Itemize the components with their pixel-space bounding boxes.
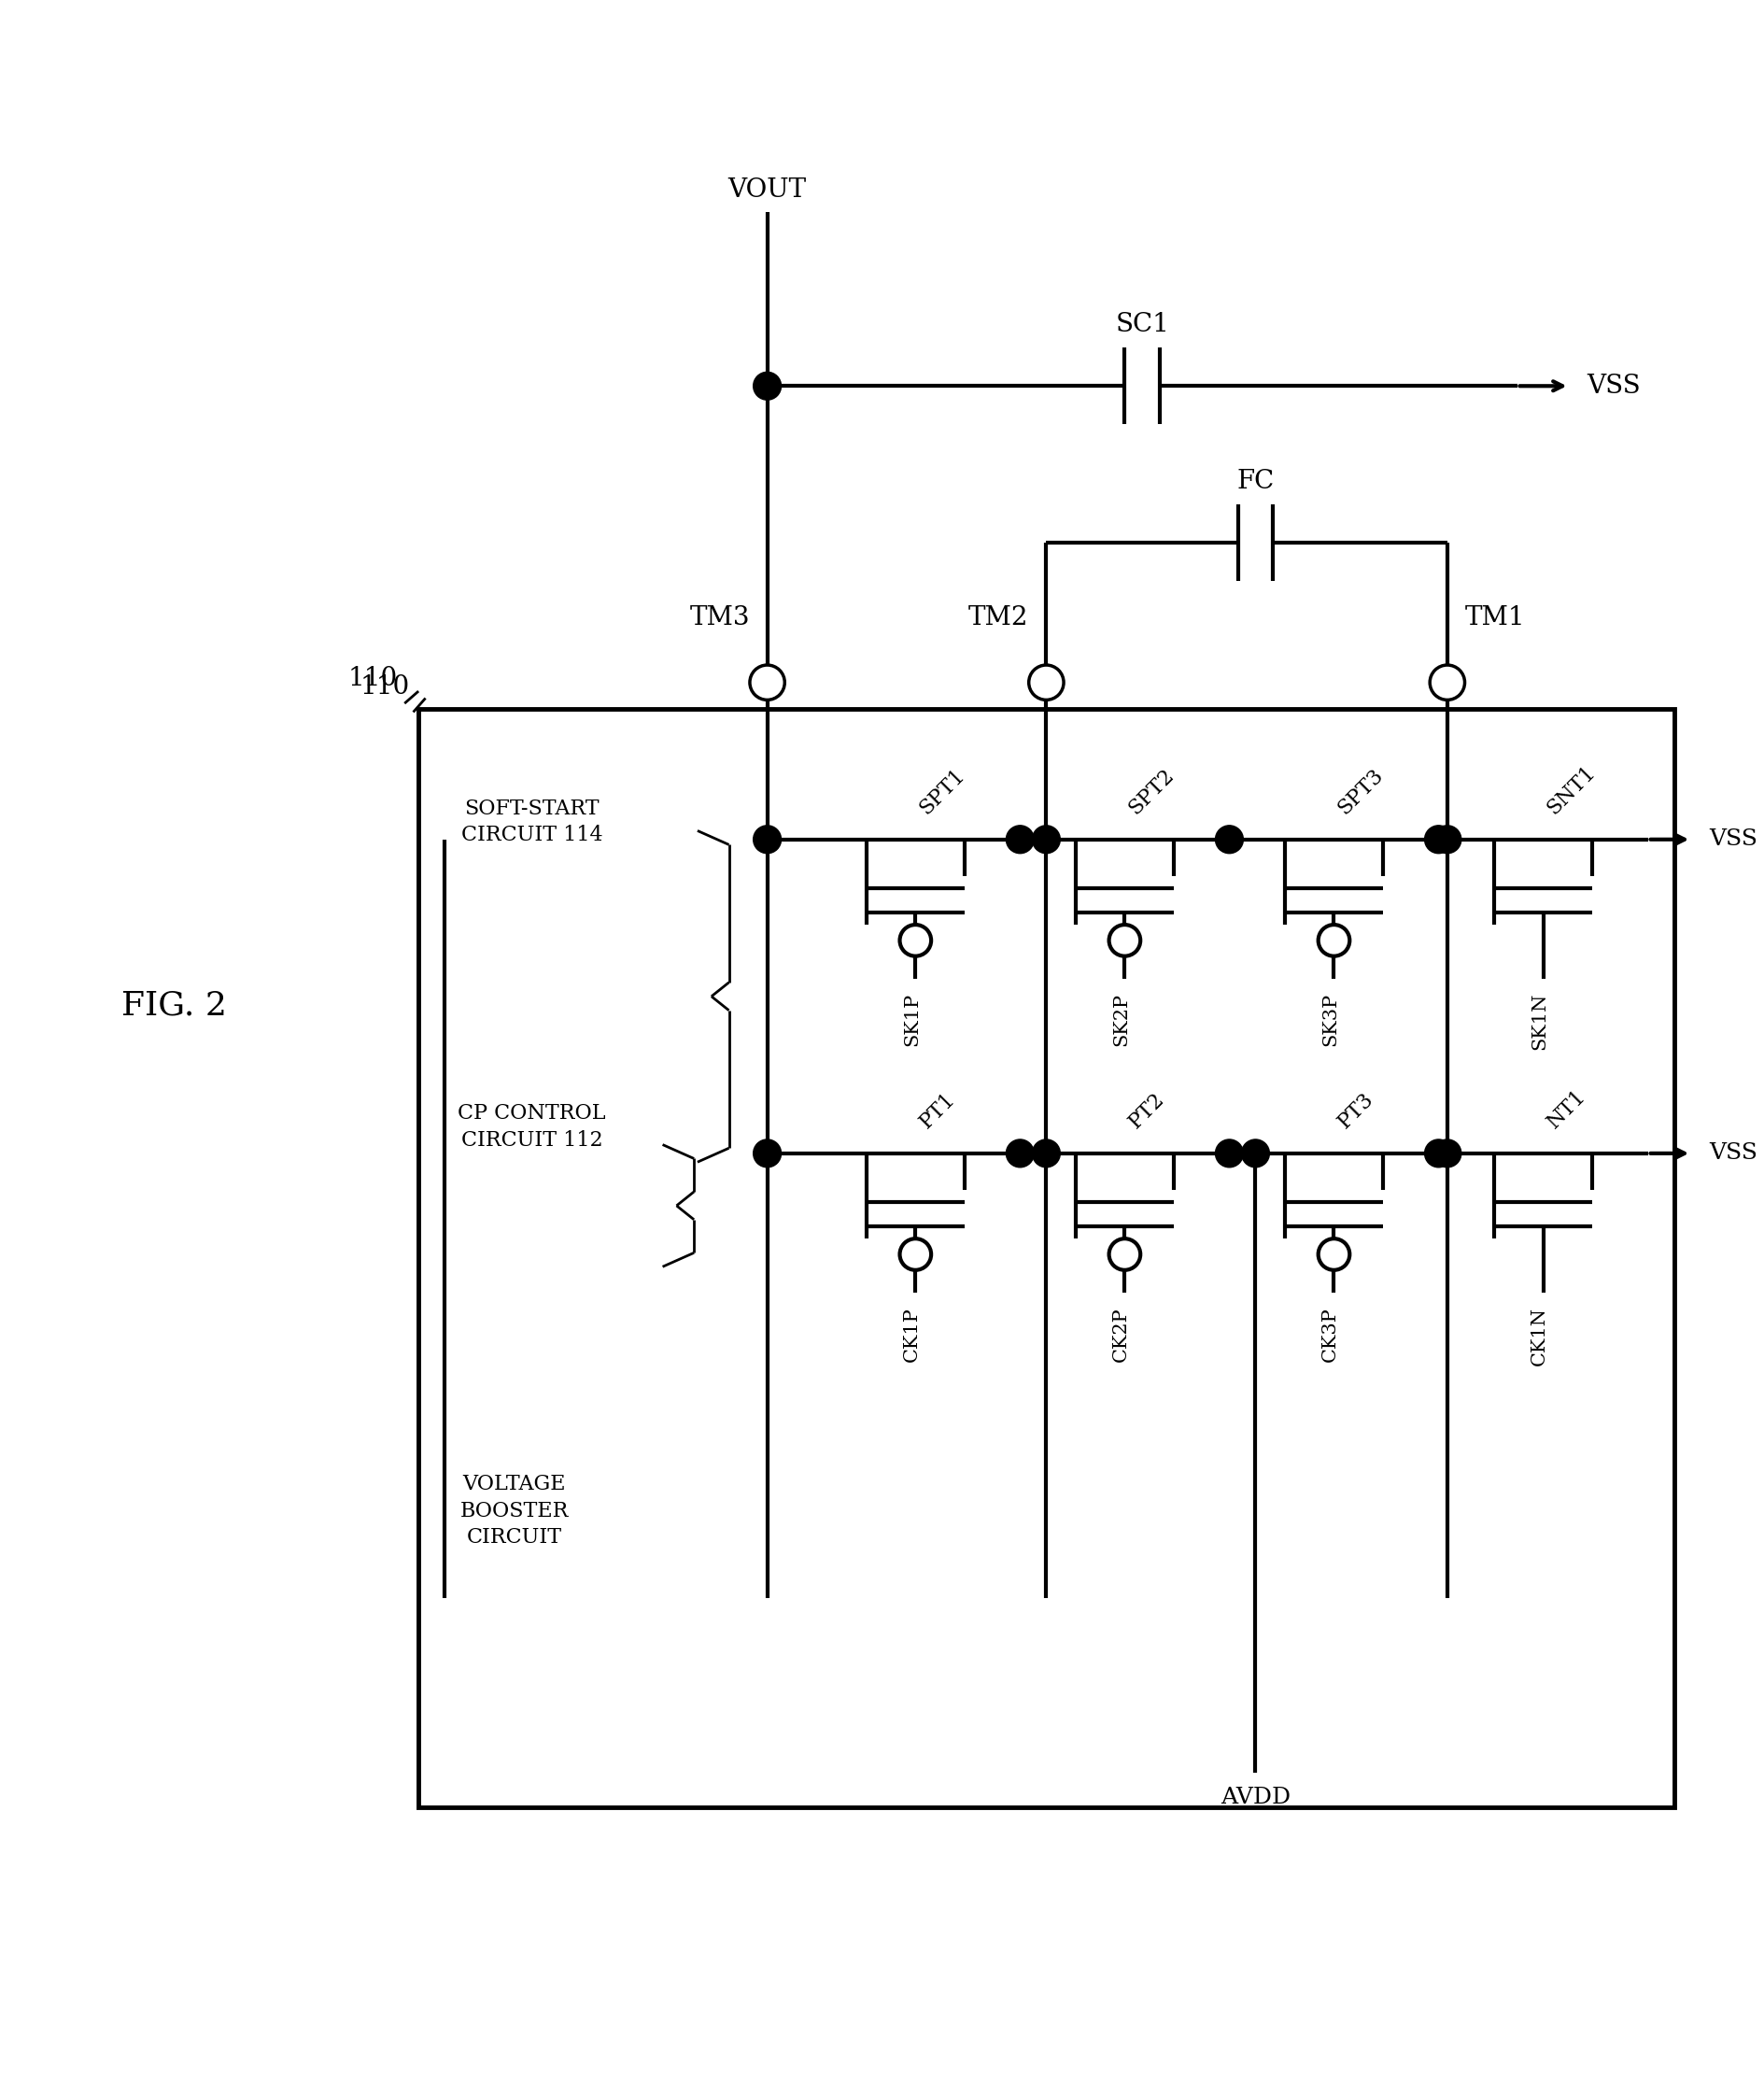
Text: CK2P: CK2P [1111, 1306, 1129, 1362]
Text: VOUT: VOUT [727, 177, 806, 204]
Text: FIG. 2: FIG. 2 [122, 990, 228, 1021]
Circle shape [1318, 1240, 1349, 1271]
Circle shape [750, 666, 785, 699]
Text: VSS: VSS [1708, 828, 1757, 851]
Text: CK3P: CK3P [1321, 1306, 1339, 1362]
Text: NT1: NT1 [1542, 1086, 1589, 1132]
Circle shape [1432, 826, 1461, 853]
Circle shape [900, 926, 931, 957]
Text: SPT3: SPT3 [1334, 765, 1387, 820]
Circle shape [1318, 926, 1349, 957]
Text: SK1P: SK1P [903, 992, 921, 1046]
Circle shape [1005, 1140, 1034, 1167]
Circle shape [753, 1140, 781, 1167]
Circle shape [1432, 1140, 1461, 1167]
Circle shape [900, 1240, 931, 1271]
Circle shape [753, 372, 781, 399]
Text: PT2: PT2 [1124, 1088, 1168, 1132]
Circle shape [1215, 1140, 1242, 1167]
Circle shape [1032, 826, 1060, 853]
Text: TM1: TM1 [1464, 605, 1524, 630]
Text: SPT1: SPT1 [916, 765, 968, 820]
Circle shape [1108, 926, 1140, 957]
Text: SOFT-START
CIRCUIT 114: SOFT-START CIRCUIT 114 [460, 799, 602, 847]
Circle shape [1215, 826, 1242, 853]
Text: TM3: TM3 [690, 605, 750, 630]
Circle shape [1028, 666, 1064, 699]
Text: VSS: VSS [1708, 1142, 1757, 1165]
Text: SNT1: SNT1 [1542, 761, 1598, 820]
Text: FC: FC [1237, 468, 1274, 495]
Circle shape [1429, 666, 1464, 699]
Text: VOLTAGE
BOOSTER
CIRCUIT: VOLTAGE BOOSTER CIRCUIT [460, 1475, 568, 1548]
Text: CK1N: CK1N [1529, 1306, 1547, 1367]
Circle shape [1108, 1240, 1140, 1271]
Circle shape [1424, 1140, 1452, 1167]
Text: SK3P: SK3P [1321, 992, 1339, 1046]
Text: SC1: SC1 [1115, 312, 1168, 337]
Circle shape [753, 826, 781, 853]
Text: PT1: PT1 [916, 1088, 958, 1132]
Text: CK1P: CK1P [903, 1306, 921, 1362]
Circle shape [1032, 1140, 1060, 1167]
Circle shape [1240, 1140, 1268, 1167]
Text: SK2P: SK2P [1111, 992, 1129, 1046]
Bar [418, 709, 1672, 1808]
Text: SPT2: SPT2 [1124, 765, 1178, 820]
Text: 110: 110 [348, 666, 397, 691]
Text: CP CONTROL
CIRCUIT 112: CP CONTROL CIRCUIT 112 [457, 1104, 605, 1150]
Text: PT3: PT3 [1334, 1088, 1378, 1132]
Circle shape [1424, 826, 1452, 853]
Text: SK1N: SK1N [1529, 992, 1547, 1050]
Text: 110: 110 [360, 674, 409, 699]
Text: AVDD: AVDD [1219, 1787, 1289, 1808]
Circle shape [1005, 826, 1034, 853]
Text: VSS: VSS [1586, 374, 1641, 399]
Text: TM2: TM2 [968, 605, 1028, 630]
